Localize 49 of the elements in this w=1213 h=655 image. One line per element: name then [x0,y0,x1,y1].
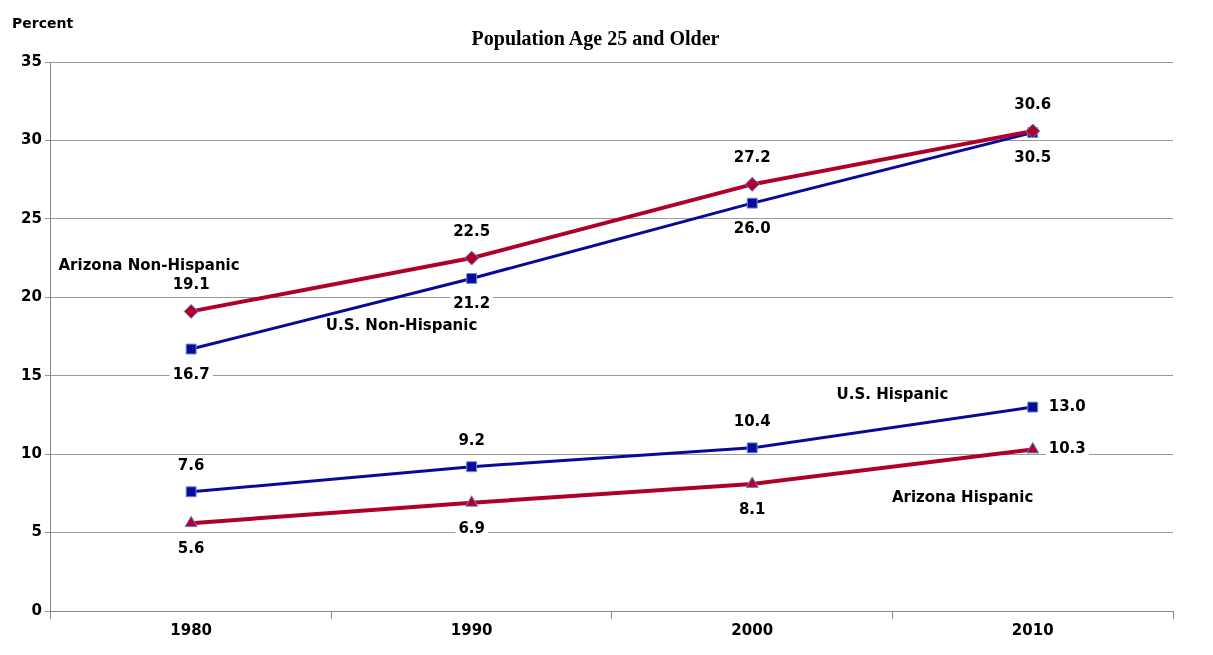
chart-title: Population Age 25 and Older [471,27,720,51]
point [464,250,480,266]
point [184,515,198,528]
point [746,442,758,454]
data-label: 13.0 [1048,396,1086,415]
point [745,476,759,488]
y-axis-title: Percent [12,14,74,31]
point [185,486,197,498]
data-label: 19.1 [172,275,210,294]
x-tick-label: 1980 [170,620,213,639]
data-label: 22.5 [453,221,491,240]
series-label: Arizona Hispanic [891,487,1034,506]
data-label: 30.5 [1014,148,1052,167]
y-tick-label: 35 [21,51,42,70]
y-tick-label: 0 [31,600,42,619]
y-tick-label: 20 [21,287,42,306]
data-label: 6.9 [458,518,485,537]
x-tick-label: 1990 [450,620,493,639]
point [466,461,478,473]
data-label: 27.2 [733,148,771,167]
series-label: U.S. Hispanic [836,385,949,404]
point [1026,441,1040,454]
data-label: 21.2 [453,294,491,313]
point [465,495,479,507]
x-tick-label: 2010 [1011,620,1054,639]
y-tick-label: 15 [21,365,42,384]
x-tick-label: 2000 [731,620,774,639]
data-label: 7.6 [177,455,205,474]
y-tick-label: 25 [21,208,42,227]
data-label: 10.4 [733,411,771,430]
point [1025,123,1041,139]
data-label: 9.2 [458,430,485,449]
point [185,343,197,355]
point [744,176,760,192]
data-label: 5.6 [177,539,205,558]
point [466,273,478,284]
data-label: 10.3 [1048,439,1086,458]
point [183,303,199,319]
y-tick-label: 5 [31,522,42,541]
data-label: 16.7 [172,364,210,383]
y-tick-label: 30 [21,130,42,149]
point [746,197,758,209]
y-tick-label: 10 [21,444,42,463]
series-label: U.S. Non-Hispanic [325,316,478,334]
data-label: 26.0 [733,219,771,238]
point [1027,401,1039,413]
data-label: 30.6 [1014,94,1052,113]
series-label: Arizona Non-Hispanic [58,256,240,275]
data-label: 8.1 [738,499,766,518]
